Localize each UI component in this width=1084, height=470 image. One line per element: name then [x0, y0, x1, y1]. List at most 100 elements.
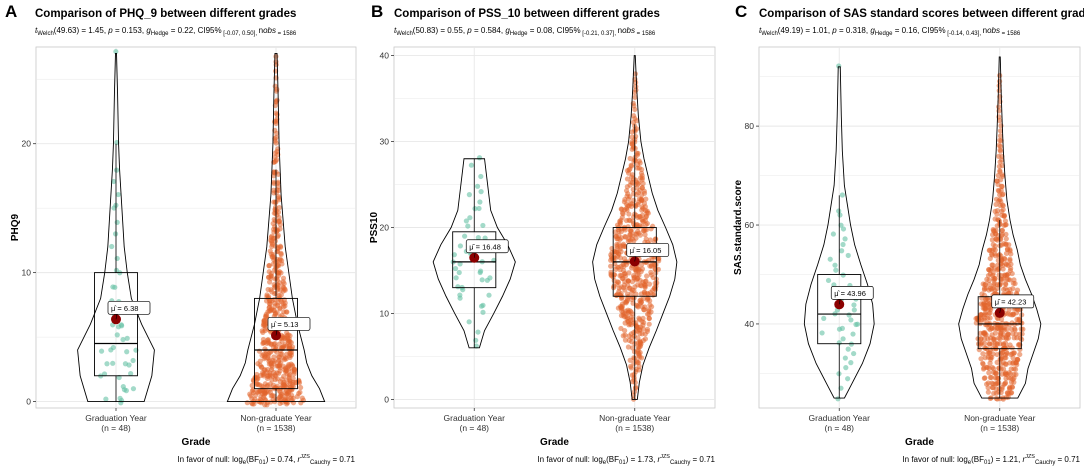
data-point: [275, 180, 281, 186]
data-point: [629, 289, 635, 296]
data-point: [1003, 241, 1009, 247]
subtitle-part: Welch: [761, 31, 778, 37]
data-point: [260, 336, 267, 343]
box-iqr: [452, 231, 497, 289]
data-point: [611, 277, 617, 284]
data-point: [281, 363, 287, 370]
violin-outline: [803, 66, 875, 399]
data-point: [646, 321, 652, 327]
y-tick-label: 0: [26, 397, 31, 407]
data-point: [275, 363, 281, 369]
data-point: [1001, 213, 1007, 219]
data-point: [631, 377, 637, 383]
data-point: [994, 267, 1000, 273]
data-point: [277, 226, 283, 232]
subtitle-part: 95%: [206, 26, 222, 35]
data-point: [1017, 351, 1023, 358]
data-point: [978, 335, 984, 342]
data-point: [819, 330, 825, 336]
mean-label: μ̂ = 16.05: [630, 246, 662, 255]
panel-label: C: [735, 2, 747, 21]
data-point: [639, 185, 645, 191]
data-point: [843, 365, 849, 371]
data-point: [274, 349, 280, 355]
data-point: [990, 351, 996, 357]
data-point: [1010, 360, 1016, 367]
data-point: [992, 243, 998, 249]
y-tick-label: 40: [380, 51, 390, 61]
data-point: [268, 270, 275, 277]
data-point: [837, 212, 843, 218]
data-point: [110, 360, 116, 366]
panel-label: A: [5, 2, 17, 21]
data-point: [1012, 326, 1018, 332]
data-point: [634, 165, 641, 171]
data-point: [118, 397, 125, 404]
data-point: [460, 287, 466, 293]
subtitle-part: = 1586: [635, 31, 656, 37]
data-point: [646, 315, 652, 321]
data-point: [989, 364, 995, 371]
data-point: [276, 187, 282, 194]
data-point: [264, 402, 270, 408]
data-point: [1002, 361, 1009, 367]
data-point: [281, 382, 287, 388]
chart-subtitle: tWelch(50.83) = 0.55, p = 0.584, gHedge …: [394, 26, 656, 37]
data-point: [1005, 331, 1012, 337]
data-point: [840, 272, 846, 278]
chart-title: Comparison of PSS_10 between different g…: [394, 8, 660, 20]
chart-title: Comparison of PHQ_9 between different gr…: [35, 8, 296, 20]
data-point: [113, 267, 120, 273]
data-point: [267, 248, 273, 254]
data-point: [487, 275, 493, 281]
data-point: [845, 346, 851, 352]
data-point: [272, 238, 278, 244]
data-point: [638, 324, 644, 330]
data-point: [625, 238, 631, 244]
data-point: [291, 366, 297, 372]
data-point: [128, 370, 134, 377]
violin-outline: [958, 56, 1042, 399]
data-point: [641, 290, 648, 296]
data-point: [642, 336, 649, 342]
data-point: [120, 336, 126, 343]
data-point: [643, 196, 649, 202]
data-point: [119, 323, 125, 329]
data-point: [646, 308, 652, 314]
caption-part: = 0.71: [1055, 455, 1080, 464]
data-point: [845, 252, 851, 259]
data-point: [1007, 256, 1013, 262]
group-non-graduate-year: μ̂ = 42.23 Non-graduate Year(n = 1538): [958, 56, 1042, 433]
data-point: [984, 381, 990, 387]
data-point: [616, 241, 622, 247]
data-point: [622, 332, 628, 338]
data-point: [124, 335, 130, 341]
data-point: [475, 329, 481, 335]
data-point: [985, 273, 992, 279]
data-point: [298, 400, 304, 406]
data-point: [851, 350, 857, 357]
data-point: [986, 341, 993, 347]
subtitle-part: obs: [263, 26, 276, 35]
data-point: [1015, 342, 1022, 348]
data-point: [1005, 390, 1011, 396]
data-point: [130, 357, 136, 364]
data-point: [636, 315, 642, 321]
data-point: [1002, 285, 1008, 291]
data-point: [271, 360, 277, 366]
caption-part: Cauchy: [310, 460, 330, 466]
data-point: [636, 158, 642, 164]
data-point: [840, 336, 846, 342]
data-point: [840, 226, 847, 232]
subtitle-part: (50.83) = 0.55,: [413, 26, 467, 35]
x-tick-n-label: (n = 48): [101, 423, 131, 433]
data-point: [999, 183, 1005, 189]
data-point: [644, 208, 650, 214]
data-point: [629, 174, 635, 180]
bayes-caption: In favor of null: loge(BF01) = 1.21, rJZ…: [902, 454, 1080, 466]
caption-part: (BF: [606, 455, 619, 464]
caption-part: ) = 1.73,: [626, 455, 658, 464]
data-point: [275, 302, 281, 308]
x-tick-label: Non-graduate Year: [599, 413, 671, 423]
panel-a: A Comparison of PHQ_9 between different g…: [5, 2, 357, 466]
